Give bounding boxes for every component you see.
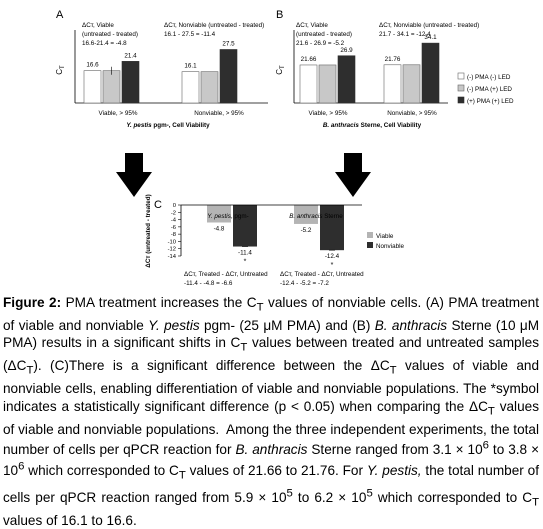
panel-b-bar-label-g1-s2: 34.1 bbox=[424, 34, 437, 41]
caption-body: PMA treatment increases the CT values of… bbox=[3, 295, 540, 528]
panel-a-annot-viable-3: 16.6-21.4 = -4.8 bbox=[82, 40, 127, 47]
panel-c-tick-label: -2 bbox=[171, 210, 176, 216]
legend-c-viable: Viable bbox=[376, 233, 394, 240]
panel-c-letter: C bbox=[154, 199, 162, 211]
down-arrow-left bbox=[116, 153, 152, 197]
panel-a-annot-nonviable-2: 16.1 - 27.5 = -11.4 bbox=[164, 31, 216, 38]
legend-label-3: (+) PMA (+) LED bbox=[467, 98, 514, 105]
panel-b-cat-nonviable: Nonviable, > 95% bbox=[387, 110, 437, 117]
panel-a-x-label-italic: Y. pestis bbox=[126, 122, 152, 129]
panel-c-bar-g1-s0 bbox=[294, 205, 318, 224]
panel-b-x-label-italic: B. anthracis bbox=[323, 122, 360, 129]
panel-b-annot-nonviable-1: ΔCт, Nonviable (untreated - treated) bbox=[379, 22, 479, 29]
legend-c-swatch-nonviable bbox=[367, 242, 373, 248]
panel-c-bar-label-g1-s0: -5.2 bbox=[301, 227, 312, 234]
panel-a-annot-viable-2: (untreated - treated) bbox=[82, 31, 138, 38]
panel-b-cat-viable: Viable, > 95% bbox=[309, 110, 348, 117]
panel-c-legend: Viable Nonviable bbox=[367, 232, 405, 250]
panel-c-bars: -4.8 -11.4 * -5.2 -12.4 * bbox=[207, 205, 344, 269]
panel-a-x-label: Y. pestis pgm-, Cell Viability bbox=[126, 122, 210, 129]
legend-c-nonviable: Nonviable bbox=[376, 243, 405, 250]
panel-a-bar-g0-s1 bbox=[102, 70, 121, 104]
panel-b-x-label-rest: Sterne, Cell Viability bbox=[359, 122, 422, 129]
panel-a-bar-label-g0-s2: 21.4 bbox=[124, 52, 137, 59]
panel-b-letter: B bbox=[276, 9, 283, 21]
panel-a-cat-nonviable: Nonviable, > 95% bbox=[194, 110, 244, 117]
panel-c-bar-label-g1-s1: -12.4 bbox=[325, 253, 340, 260]
panel-b-annot-viable-2: (untreated - treated) bbox=[296, 31, 352, 38]
panel-b-bars: 21.66 26.9 21.76 34.1 bbox=[299, 34, 440, 104]
panel-c-cat-1-rest: , pgm- bbox=[231, 213, 249, 220]
panel-b-bar-label-g0-s2: 26.9 bbox=[340, 47, 353, 54]
panel-c-tick-label: -6 bbox=[171, 225, 176, 231]
panel-a-cat-viable: Viable, > 95% bbox=[99, 110, 138, 117]
panel-b-annot-nonviable-2: 21.7 - 34.1 = -12.4 bbox=[379, 31, 431, 38]
panel-a-y-label: CT bbox=[55, 65, 66, 75]
legend-swatch-3 bbox=[457, 96, 465, 104]
panel-a-bar-g1-s0 bbox=[181, 71, 200, 104]
panel-c-annot-1-line1: ΔCт, Treated - ΔCт, Untreated bbox=[184, 271, 268, 278]
panel-b-bar-g1-s2 bbox=[421, 42, 440, 104]
panel-b-annot-viable-1: ΔCт, Viable bbox=[296, 22, 328, 29]
panel-c-cat-1: Y. pestis, pgm- bbox=[207, 213, 248, 220]
panel-c-bar-g1-s1 bbox=[320, 205, 344, 251]
panel-c-tick-label: 0 bbox=[173, 203, 176, 209]
legend-label-1: (-) PMA (-) LED bbox=[467, 74, 511, 81]
panel-a-bar-g0-s0 bbox=[83, 70, 102, 104]
panel-c-tick-label: -4 bbox=[171, 218, 177, 224]
panel-b-bar-g0-s2 bbox=[337, 55, 356, 104]
panel-b-annot-viable-3: 21.6 - 26.9 = -5.2 bbox=[296, 40, 345, 47]
legend-swatch-2 bbox=[457, 84, 465, 92]
panel-b-x-label: B. anthracis Sterne, Cell Viability bbox=[323, 122, 422, 129]
legend-c-swatch-viable bbox=[367, 232, 373, 238]
panel-a-bar-g1-s1 bbox=[200, 71, 219, 104]
panel-a-bar-label-g0-s0: 16.6 bbox=[86, 62, 99, 69]
panel-b-bar-g0-s0 bbox=[299, 64, 318, 104]
panel-c-bar-g0-s1 bbox=[233, 205, 257, 247]
panel-a-bar-g1-s2 bbox=[219, 49, 238, 104]
panel-b-legend: (-) PMA (-) LED (-) PMA (+) LED (+) PMA … bbox=[457, 72, 514, 105]
figure-caption: Figure 2: PMA treatment increases the CT… bbox=[3, 294, 539, 529]
legend-swatch-1 bbox=[457, 72, 465, 80]
legend-label-2: (-) PMA (+) LED bbox=[467, 86, 512, 93]
panel-a-bar-label-g1-s0: 16.1 bbox=[184, 63, 197, 70]
panel-c-cat-2-rest: Sterne bbox=[322, 213, 343, 220]
panel-b-y-label: CT bbox=[275, 65, 286, 75]
panel-c-bar-label-g0-s1: -11.4 bbox=[238, 250, 252, 257]
panel-c-significance-star: * bbox=[331, 262, 334, 269]
panel-c-tick-label: -14 bbox=[168, 254, 177, 260]
panel-b-bar-g1-s1 bbox=[402, 64, 421, 104]
panel-c-bar-g0-s0 bbox=[207, 205, 231, 223]
panel-c-y-label: ΔCт (untreated - treated) bbox=[145, 194, 152, 267]
panel-c-bar-label-g0-s0: -4.8 bbox=[214, 225, 225, 232]
caption-label: Figure 2: bbox=[3, 295, 62, 310]
panel-c-annot-1-line2: -11.4 - -4.8 = -6.6 bbox=[184, 280, 233, 287]
panel-a-bars: 16.6 21.4 16.1 27.5 bbox=[83, 40, 238, 104]
panel-c-cat-2: B. anthracis Sterne bbox=[289, 213, 343, 220]
panel-c-significance-star: * bbox=[244, 259, 247, 266]
panel-a-x-label-rest: pgm-, Cell Viability bbox=[152, 122, 210, 129]
panel-c-annot-2-line2: -12.4 - -5.2 = -7.2 bbox=[280, 280, 329, 287]
panel-a-bar-label-g1-s2: 27.5 bbox=[222, 40, 235, 47]
panel-c-tick-label: -10 bbox=[168, 239, 176, 245]
panel-c-ticks: 0-2 -4-6-8-10 -12-14 bbox=[168, 203, 181, 260]
panel-c-annot-2-line1: ΔCт, Treated - ΔCт, Untreated bbox=[280, 271, 364, 278]
panel-b-bar-label-g1-s0: 21.76 bbox=[385, 56, 401, 63]
panel-a-annot-nonviable-1: ΔCт, Nonviable (untreated - treated) bbox=[164, 22, 264, 29]
down-arrow-right bbox=[335, 153, 371, 197]
panel-b-bar-label-g0-s0: 21.66 bbox=[301, 56, 317, 63]
panel-c-tick-label: -8 bbox=[171, 232, 176, 238]
panel-c-tick-label: -12 bbox=[168, 247, 176, 253]
panel-a-letter: A bbox=[56, 9, 64, 21]
panel-a-bar-g0-s2 bbox=[121, 61, 140, 104]
panel-b-bar-g1-s0 bbox=[383, 64, 402, 104]
panel-b-bar-g0-s1 bbox=[318, 64, 337, 104]
panel-c-cat-1-italic: Y. pestis bbox=[207, 213, 231, 220]
panel-c-cat-2-italic: B. anthracis bbox=[289, 213, 323, 220]
panel-a-annot-viable-1: ΔCт, Viable bbox=[82, 22, 114, 29]
